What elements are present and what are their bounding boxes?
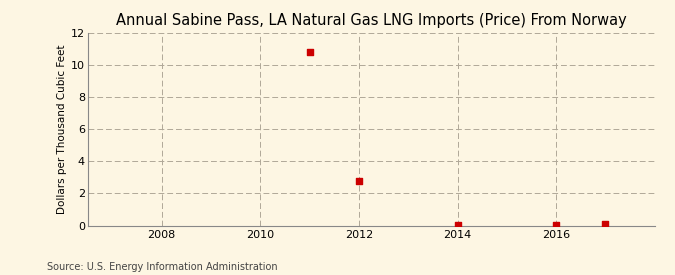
Title: Annual Sabine Pass, LA Natural Gas LNG Imports (Price) From Norway: Annual Sabine Pass, LA Natural Gas LNG I…: [116, 13, 626, 28]
Point: [304, 50, 315, 54]
Text: Source: U.S. Energy Information Administration: Source: U.S. Energy Information Administ…: [47, 262, 278, 272]
Point: [354, 178, 364, 183]
Point: [600, 222, 611, 226]
Point: [452, 222, 463, 227]
Point: [551, 222, 562, 227]
Y-axis label: Dollars per Thousand Cubic Feet: Dollars per Thousand Cubic Feet: [57, 45, 67, 214]
